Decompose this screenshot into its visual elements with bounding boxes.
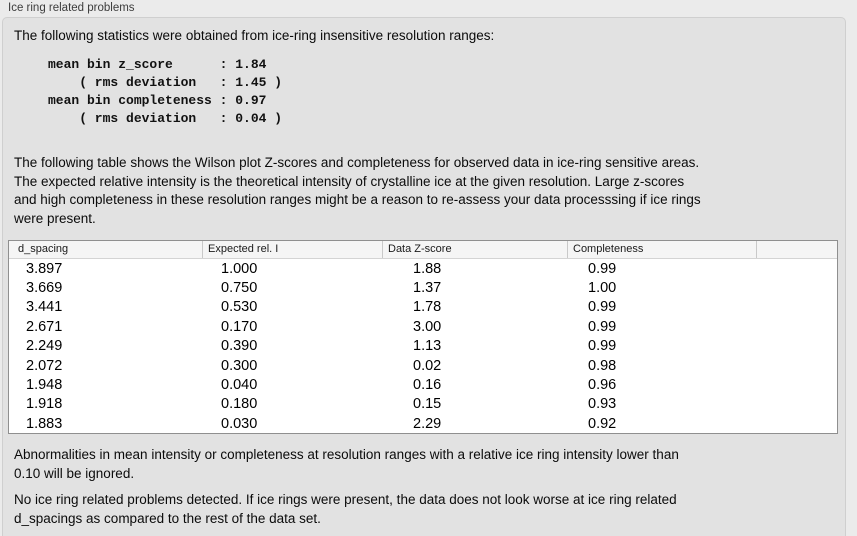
table-cell: 0.170 — [221, 318, 258, 335]
table-row[interactable]: 3.897 1.000 1.88 0.99 — [9, 259, 837, 278]
table-cell: 1.000 — [221, 260, 258, 277]
groupbox-title: Ice ring related problems — [8, 2, 135, 14]
table-row[interactable]: 1.918 0.180 0.15 0.93 — [9, 395, 837, 414]
table-cell: 0.750 — [221, 280, 258, 297]
table-cell: 0.98 — [588, 357, 617, 374]
table-cell: 0.93 — [588, 396, 617, 413]
table-header-row: d_spacing Expected rel. I Data Z-score C… — [9, 241, 837, 259]
column-header-expected-rel-i[interactable]: Expected rel. I — [203, 241, 383, 258]
column-header-data-z-score[interactable]: Data Z-score — [383, 241, 568, 258]
ignore-note-text: Abnormalities in mean intensity or compl… — [14, 447, 679, 481]
table-cell: 0.96 — [588, 377, 617, 394]
table-cell: 0.040 — [221, 377, 258, 394]
table-row[interactable]: 2.072 0.300 0.02 0.98 — [9, 356, 837, 375]
table-row[interactable]: 1.948 0.040 0.16 0.96 — [9, 375, 837, 394]
table-cell: 0.390 — [221, 338, 258, 355]
table-cell: 1.918 — [26, 396, 63, 413]
table-intro-text: The following table shows the Wilson plo… — [14, 155, 701, 226]
table-cell: 1.948 — [26, 377, 63, 394]
table-cell: 2.249 — [26, 338, 63, 355]
table-cell: 2.072 — [26, 357, 63, 374]
table-cell: 0.99 — [588, 299, 617, 316]
table-row[interactable]: 1.883 0.030 2.29 0.92 — [9, 414, 837, 433]
table-cell: 0.530 — [221, 299, 258, 316]
table-cell: 1.78 — [413, 299, 442, 316]
table-cell: 0.300 — [221, 357, 258, 374]
table-cell: 2.671 — [26, 318, 63, 335]
table-row[interactable]: 2.671 0.170 3.00 0.99 — [9, 317, 837, 336]
table-cell: 3.897 — [26, 260, 63, 277]
table-cell: 0.99 — [588, 338, 617, 355]
table-cell: 0.99 — [588, 318, 617, 335]
conclusion-text: No ice ring related problems detected. I… — [14, 492, 677, 526]
stats-intro-text: The following statistics were obtained f… — [14, 28, 495, 43]
column-header-spacer — [757, 241, 837, 258]
column-header-d-spacing[interactable]: d_spacing — [9, 241, 203, 258]
table-cell: 3.00 — [413, 318, 442, 335]
table-cell: 3.441 — [26, 299, 63, 316]
table-row[interactable]: 3.441 0.530 1.78 0.99 — [9, 298, 837, 317]
table-body: 3.897 1.000 1.88 0.99 3.669 0.750 1.37 1.00 3.44… — [9, 259, 837, 433]
table-cell: 0.92 — [588, 415, 617, 432]
table-row[interactable]: 3.669 0.750 1.37 1.00 — [9, 278, 837, 297]
ice-ring-table[interactable]: d_spacing Expected rel. I Data Z-score C… — [8, 240, 838, 434]
table-cell: 0.99 — [588, 260, 617, 277]
stats-monospace-block: mean bin z_score : 1.84 ( rms deviation … — [48, 57, 283, 126]
table-cell: 1.37 — [413, 280, 442, 297]
table-cell: 0.180 — [221, 396, 258, 413]
table-cell: 0.16 — [413, 377, 442, 394]
table-cell: 0.02 — [413, 357, 442, 374]
table-cell: 3.669 — [26, 280, 63, 297]
table-cell: 1.883 — [26, 415, 63, 432]
table-cell: 0.030 — [221, 415, 258, 432]
table-cell: 2.29 — [413, 415, 442, 432]
column-header-completeness[interactable]: Completeness — [568, 241, 757, 258]
table-row[interactable]: 2.249 0.390 1.13 0.99 — [9, 337, 837, 356]
table-cell: 1.88 — [413, 260, 442, 277]
table-cell: 0.15 — [413, 396, 442, 413]
table-cell: 1.13 — [413, 338, 442, 355]
table-cell: 1.00 — [588, 280, 617, 297]
